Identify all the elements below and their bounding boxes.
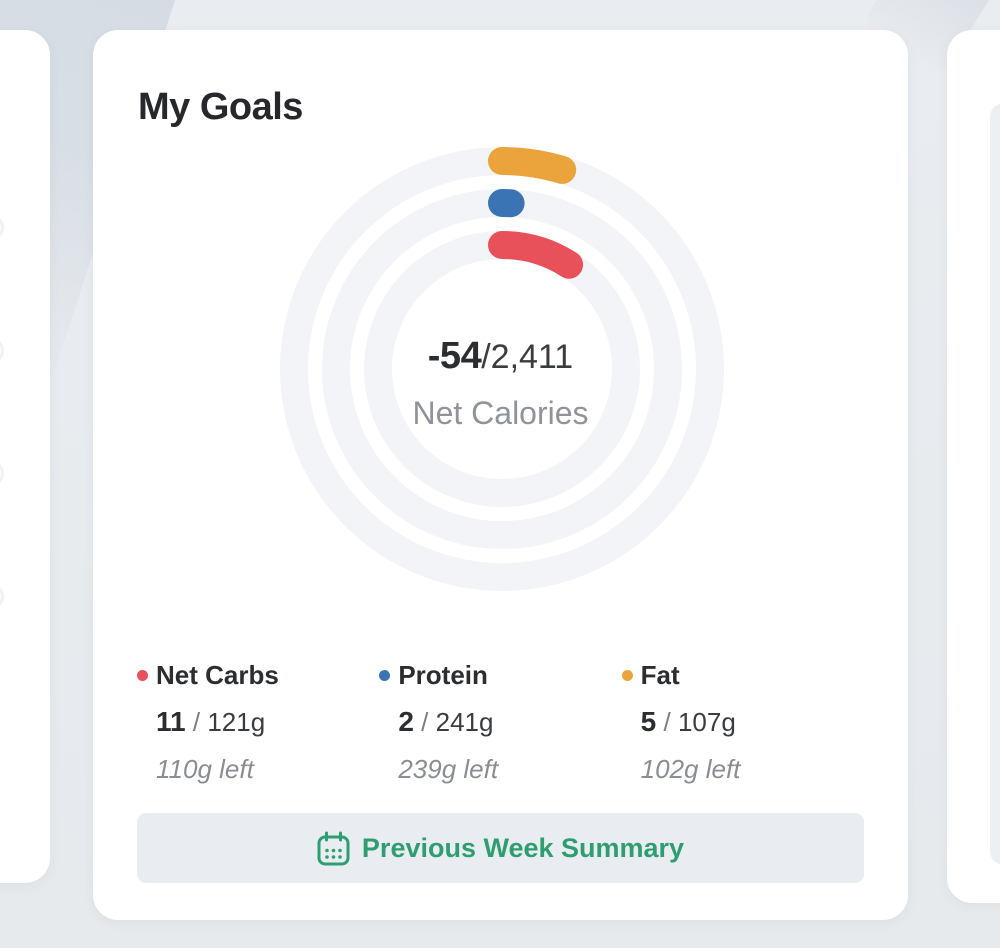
peek-circle (0, 460, 4, 487)
protein-dot-icon (379, 669, 391, 681)
macro-net-carbs: Net Carbs 11 / 121g 110g left (137, 658, 379, 786)
net-calories-label: Net Calories (412, 395, 589, 431)
macro-name: Net Carbs (156, 660, 279, 690)
macro-protein: Protein 2 / 241g 239g left (379, 658, 621, 786)
macro-name: Protein (398, 660, 488, 690)
peek-circle (0, 214, 4, 241)
net-calories-value: -54 (427, 335, 482, 377)
previous-week-summary-label: Previous Week Summary (361, 832, 685, 863)
fat-dot-icon (621, 669, 633, 681)
macro-value: 11 / 121g (156, 706, 266, 737)
net-calories-separator: / (481, 338, 491, 376)
adjacent-card-right (947, 30, 1000, 903)
macro-value: 2 / 241g (398, 706, 494, 737)
macro-name: Fat (640, 660, 680, 690)
macro-legend: Net Carbs 11 / 121g 110g left Protein 2 … (137, 658, 864, 786)
net-calories-goal: 2,411 (490, 338, 574, 376)
peek-circle (0, 337, 4, 364)
macro-fat: Fat 5 / 107g 102g left (621, 658, 864, 786)
net-calories-summary: -54/2,411 Net Calories (93, 335, 908, 432)
calendar-icon (317, 831, 350, 865)
page-title: My Goals (138, 86, 303, 128)
adjacent-card-left (0, 30, 50, 883)
net-calories-value-line: -54/2,411 (93, 335, 908, 378)
peek-circle (0, 583, 4, 610)
macro-remaining: 102g left (640, 754, 741, 784)
macro-remaining: 110g left (156, 754, 254, 784)
adjacent-card-inner-panel (990, 103, 1000, 865)
previous-week-summary-button[interactable]: Previous Week Summary (137, 813, 864, 883)
my-goals-card: My Goals -54/2,411 Net Calories Net Carb… (93, 30, 908, 920)
net-carbs-dot-icon (137, 669, 148, 681)
goals-ring-chart (280, 147, 724, 591)
macro-value: 5 / 107g (640, 706, 736, 737)
macro-remaining: 239g left (398, 754, 499, 784)
